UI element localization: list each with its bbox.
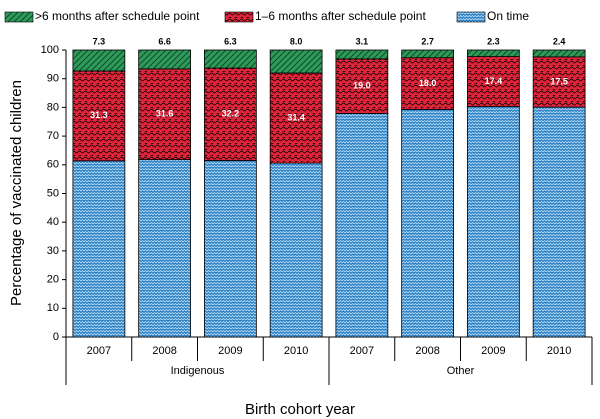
x-axis-title: Birth cohort year	[245, 401, 355, 418]
value-label: 7.3	[93, 36, 106, 46]
bar-segment	[401, 109, 454, 338]
bar-segment	[467, 106, 520, 338]
legend-swatch	[224, 11, 254, 23]
y-tick-label: 80	[47, 101, 59, 113]
value-label: 31.3	[90, 110, 108, 120]
group-label: Other	[447, 365, 475, 377]
y-tick-label: 60	[47, 159, 59, 171]
value-label: 3.1	[356, 36, 369, 46]
bar-segment	[204, 160, 257, 338]
bar-segment	[335, 58, 389, 114]
bar-segment	[401, 57, 454, 110]
value-label: 2.7	[421, 36, 434, 46]
bar-segment	[467, 56, 520, 107]
value-label: 19.0	[353, 81, 371, 91]
value-label: 17.5	[550, 76, 568, 86]
legend-label: 1–6 months after schedule point	[255, 9, 426, 23]
value-label: 2.4	[553, 36, 566, 46]
value-label: 18.0	[419, 78, 437, 88]
value-label: 6.3	[224, 36, 237, 46]
value-label: 17.4	[485, 76, 503, 86]
bar-segment	[401, 49, 454, 59]
y-tick-label: 50	[47, 187, 59, 199]
y-tick-label: 40	[47, 216, 59, 228]
value-label: 6.6	[158, 36, 171, 46]
y-tick-label: 20	[47, 274, 59, 286]
bar-segment	[72, 70, 126, 162]
x-tick-label: 2008	[152, 345, 176, 357]
value-label: 31.6	[156, 109, 174, 119]
y-tick-label: 90	[47, 73, 59, 85]
value-label: 32.2	[222, 109, 240, 119]
legend-label: >6 months after schedule point	[35, 9, 200, 23]
bar-segment	[72, 160, 126, 338]
x-tick-label: 2010	[547, 345, 571, 357]
group-label: Indigenous	[171, 365, 225, 377]
y-tick-label: 0	[53, 331, 59, 343]
y-tick-label: 70	[47, 130, 59, 142]
bar-segment	[72, 49, 126, 72]
y-axis-title: Percentage of vaccinated children	[8, 80, 25, 306]
x-tick-label: 2009	[481, 345, 505, 357]
bar-segment	[532, 106, 586, 338]
bar-segment	[269, 72, 323, 164]
x-tick-label: 2008	[415, 345, 439, 357]
x-tick-label: 2007	[350, 345, 374, 357]
legend-swatch	[4, 11, 34, 23]
legend-label: On time	[487, 9, 529, 23]
bar-segment	[138, 49, 191, 70]
legend-swatch	[456, 11, 486, 23]
bar-segment	[204, 49, 257, 69]
y-tick-label: 100	[41, 44, 59, 56]
y-tick-label: 10	[47, 302, 59, 314]
x-tick-label: 2009	[218, 345, 242, 357]
value-label: 8.0	[290, 36, 303, 46]
bar-segment	[138, 159, 191, 338]
bar-segment	[269, 49, 323, 74]
bar-segment	[335, 49, 389, 60]
bar-segment	[532, 56, 586, 108]
value-label: 31.4	[287, 112, 305, 122]
bar-segment	[335, 113, 389, 338]
value-label: 2.3	[487, 36, 500, 46]
x-tick-label: 2007	[87, 345, 111, 357]
y-tick-label: 30	[47, 245, 59, 257]
x-tick-label: 2010	[284, 345, 308, 357]
bar-segment	[467, 49, 520, 58]
bar-segment	[269, 162, 323, 338]
bar-segment	[138, 68, 191, 161]
bar-segment	[532, 49, 586, 58]
